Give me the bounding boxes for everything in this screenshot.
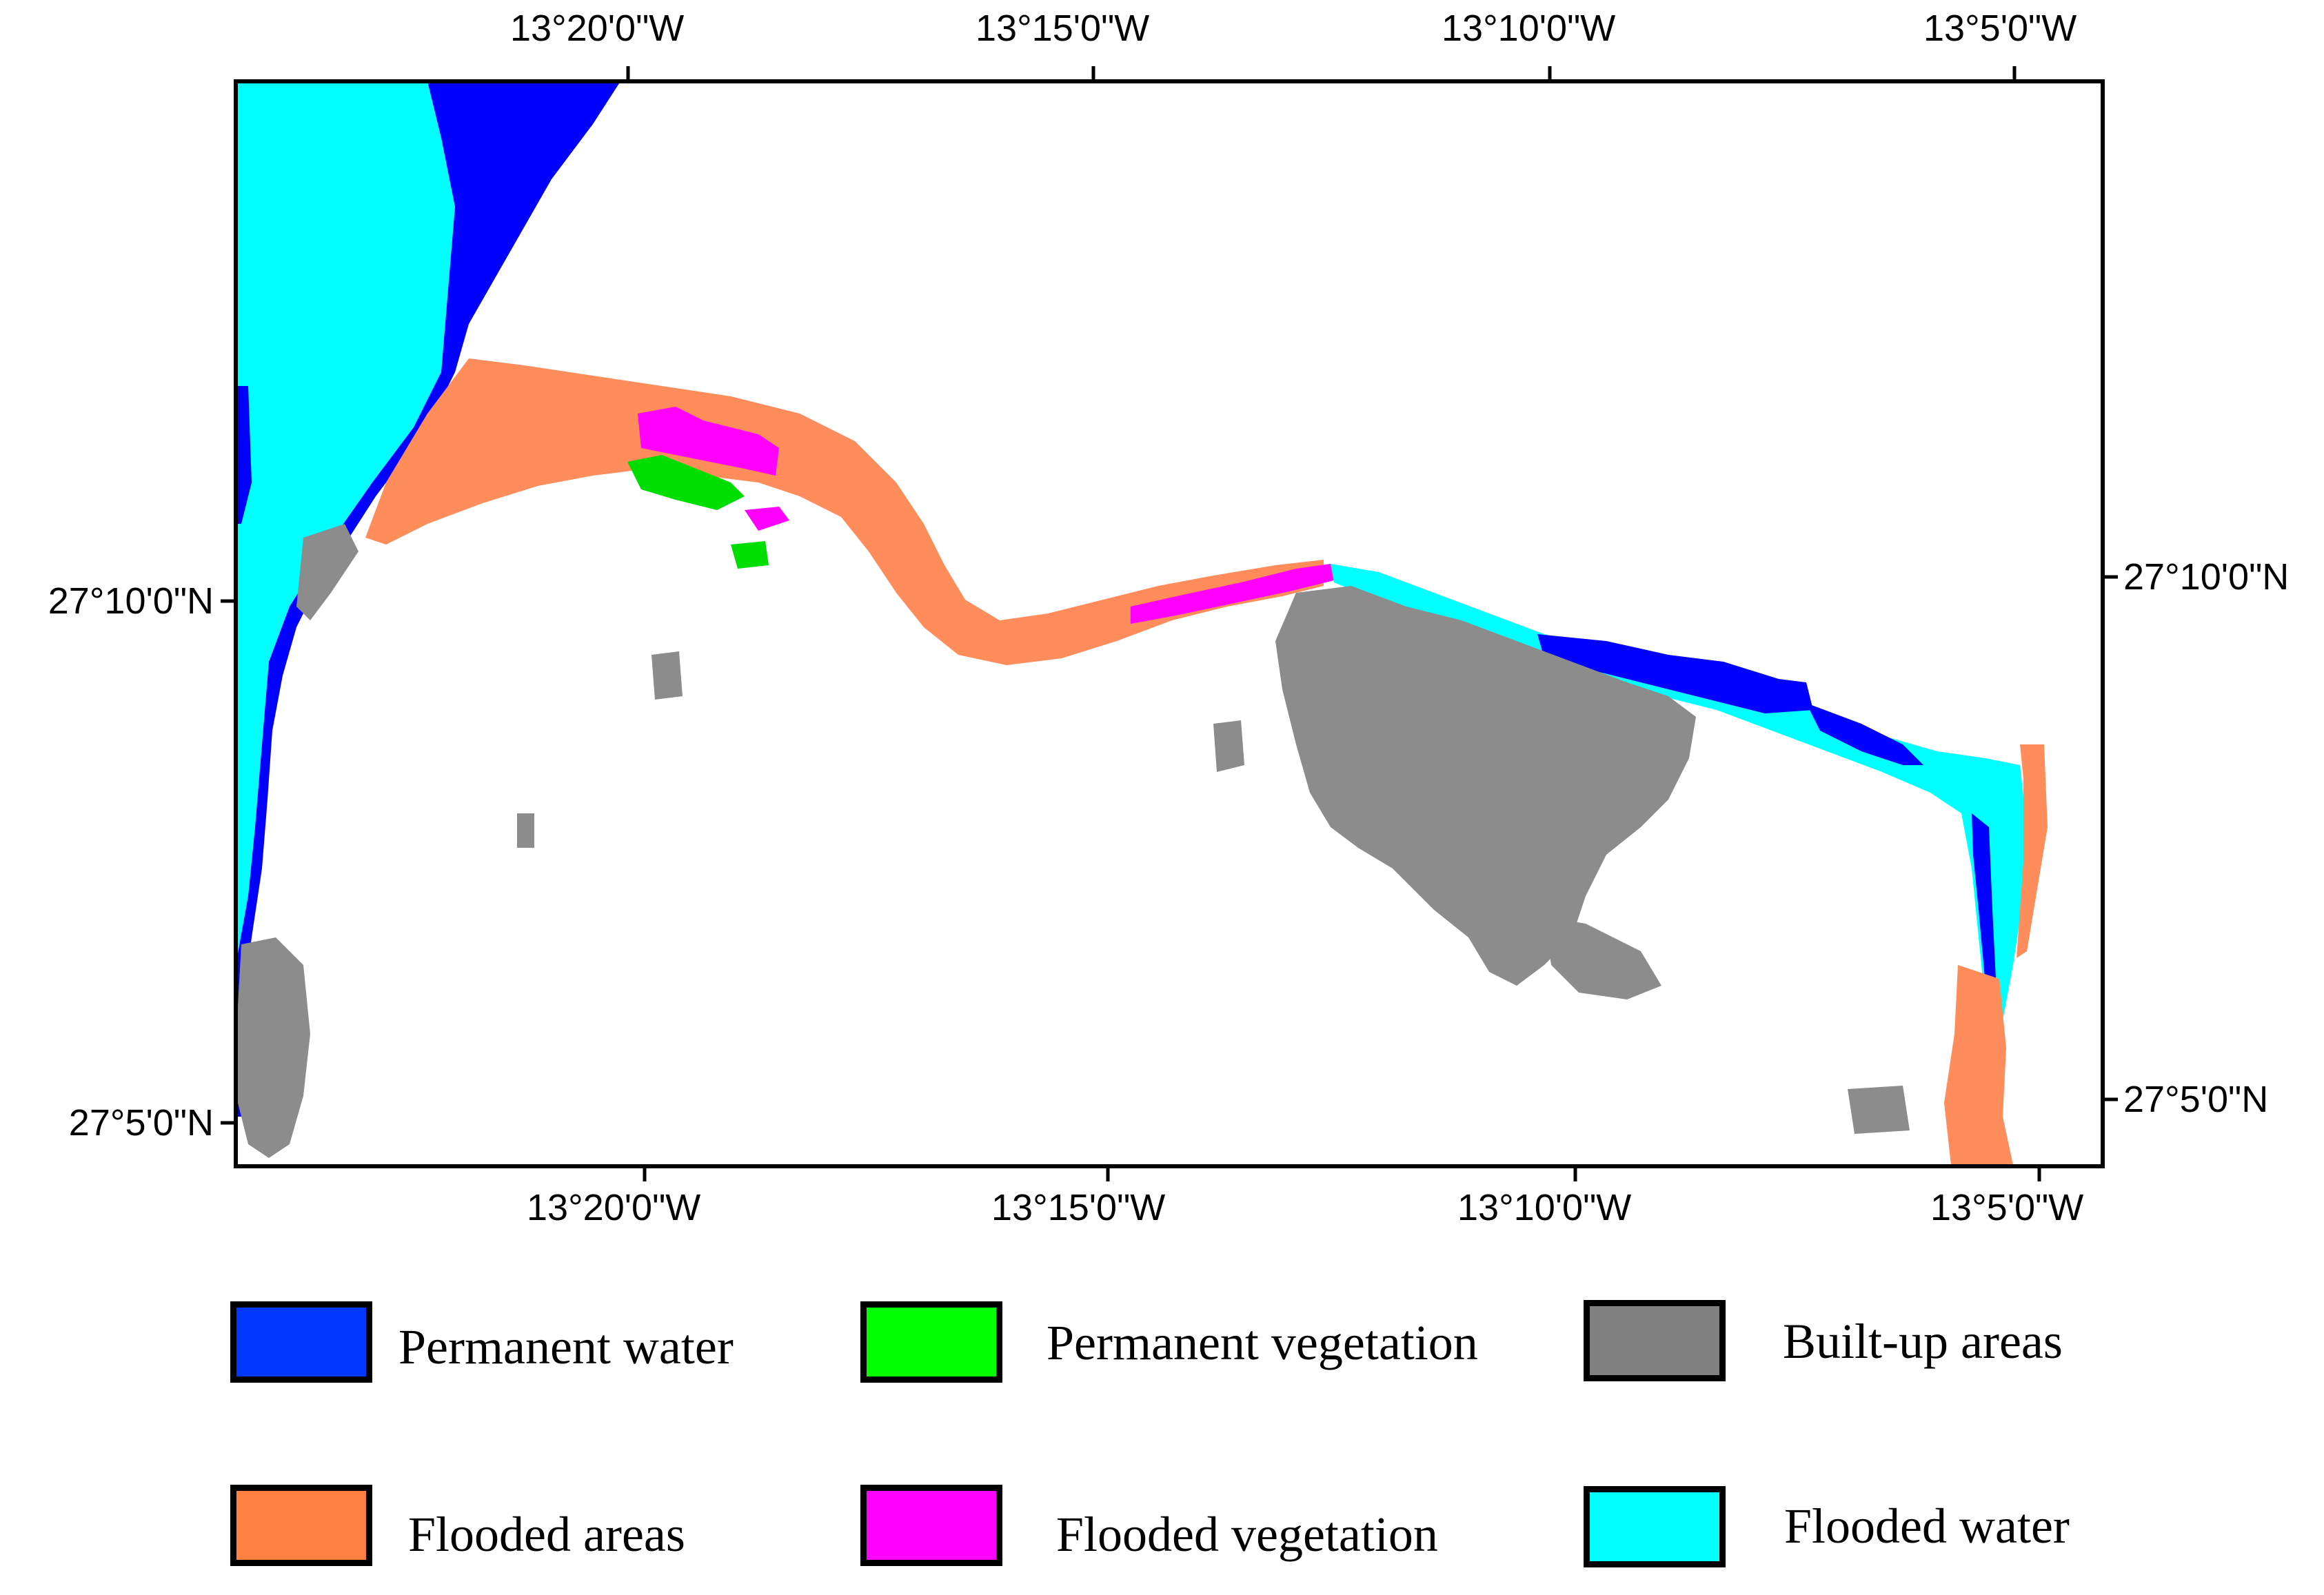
lon-label-bottom: 13°15'0"W	[991, 1187, 1166, 1228]
flooded-areas-south-channel	[1944, 965, 2013, 1168]
legend-swatch-flooded-vegetation	[860, 1485, 1002, 1566]
lon-label-top: 13°10'0"W	[1442, 8, 1616, 49]
built-up-city	[1275, 586, 1696, 986]
flooded-vegetation-patch	[638, 407, 779, 476]
flooded-vegetation-patch	[745, 507, 789, 531]
legend-label-flooded-water: Flooded water	[1784, 1499, 2070, 1554]
built-up-patch	[517, 813, 534, 848]
lon-label-bottom: 13°5'0"W	[1930, 1187, 2084, 1228]
lon-label-bottom: 13°10'0"W	[1457, 1187, 1632, 1228]
permanent-water-east-channel	[1806, 703, 1923, 765]
legend-label-permanent-water: Permanent water	[398, 1319, 734, 1374]
map-frame	[234, 79, 2105, 1168]
tick-marks	[221, 66, 2118, 1181]
permanent-vegetation-patch	[627, 455, 745, 510]
lon-label-top: 13°20'0"W	[510, 8, 685, 49]
built-up-patch	[651, 651, 683, 700]
lat-label-right: 27°10'0"N	[2123, 556, 2290, 598]
built-up-patch	[1848, 1086, 1910, 1134]
built-up-coastal-strip	[296, 524, 358, 620]
legend-swatch-flooded-water	[1584, 1486, 1726, 1567]
legend-label-flooded-vegetation: Flooded vegetation	[1056, 1507, 1438, 1562]
lon-label-top: 13°5'0"W	[1923, 8, 2077, 49]
lat-label-right: 27°5'0"N	[2123, 1079, 2269, 1120]
legend-swatch-permanent-vegetation	[860, 1301, 1002, 1383]
built-up-patch	[1213, 720, 1244, 772]
lat-label-left: 27°5'0"N	[68, 1102, 214, 1144]
flooded-areas-east-fringe	[2017, 744, 2048, 958]
built-up-south-patch	[1544, 917, 1661, 999]
permanent-water-patch	[236, 386, 252, 524]
permanent-vegetation-patch	[731, 541, 769, 569]
lon-label-bottom: 13°20'0"W	[527, 1187, 701, 1228]
lat-label-left: 27°10'0"N	[48, 580, 214, 622]
flooded-areas-river-channel	[365, 358, 1324, 665]
legend-swatch-permanent-water	[230, 1301, 372, 1383]
permanent-water-south-channel	[1972, 813, 1996, 986]
legend-label-flooded-areas: Flooded areas	[408, 1507, 685, 1562]
legend-label-built-up-areas: Built-up areas	[1783, 1314, 2063, 1369]
map-panel	[236, 81, 2048, 1168]
legend-swatch-built-up-areas	[1584, 1300, 1726, 1381]
permanent-water-east-channel	[1537, 634, 1813, 713]
legend-swatch-flooded-areas	[230, 1485, 372, 1566]
flooded-water-west-coast	[236, 81, 455, 965]
lon-label-top: 13°15'0"W	[976, 8, 1150, 49]
flooded-vegetation-strip	[1131, 564, 1334, 624]
legend-label-permanent-vegetation: Permanent vegetation	[1047, 1315, 1478, 1370]
built-up-west-town	[238, 937, 310, 1158]
